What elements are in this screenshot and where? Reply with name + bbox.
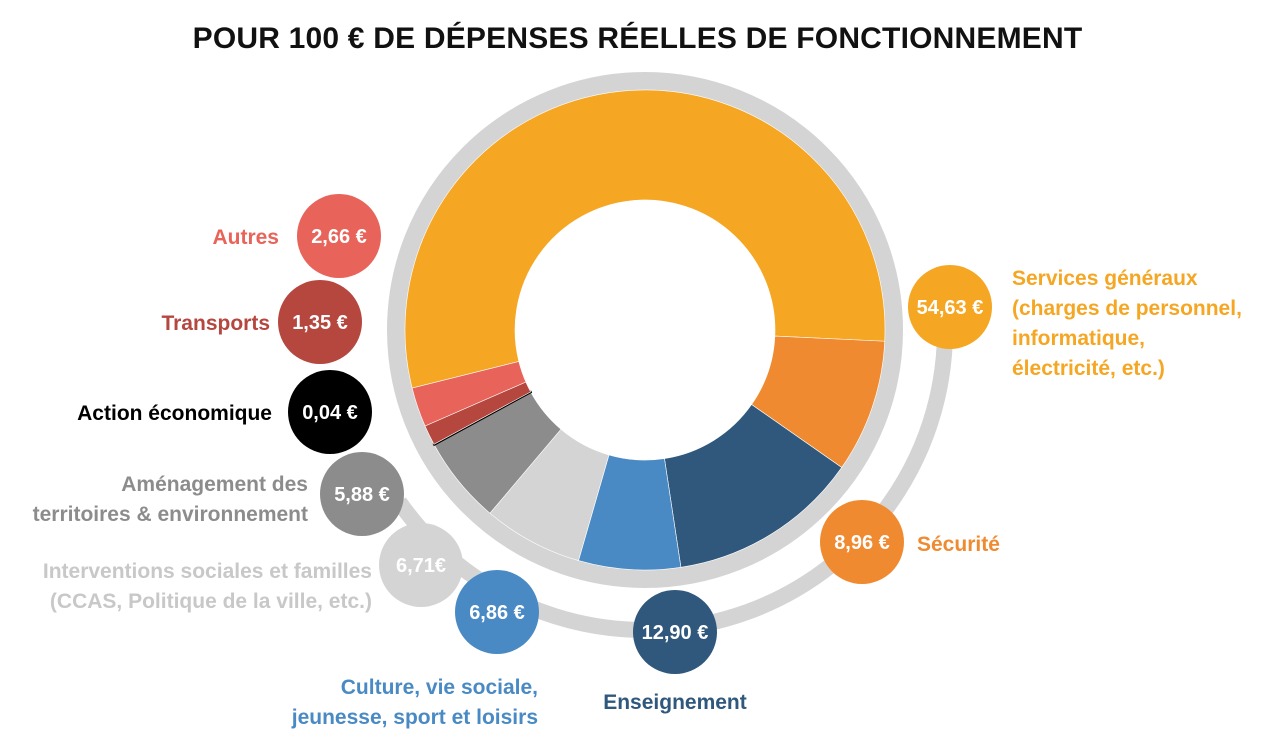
value-label-culture: 6,86 €: [469, 602, 525, 624]
badge-autres: [297, 194, 381, 278]
category-label-services-generaux: informatique,: [1012, 327, 1145, 350]
category-label-services-generaux: Services généraux: [1012, 267, 1198, 290]
category-label-services-generaux: électricité, etc.): [1012, 357, 1165, 380]
value-label-autres: 2,66 €: [311, 226, 367, 248]
value-label-transports: 1,35 €: [292, 312, 348, 334]
badge-action-economique: [288, 370, 372, 454]
category-label-transports: Transports: [161, 312, 270, 335]
value-label-amenagement: 5,88 €: [334, 484, 390, 506]
badge-culture: [455, 570, 539, 654]
chart-title: POUR 100 € DE DÉPENSES RÉELLES DE FONCTI…: [192, 22, 1083, 55]
slice-services-generaux: [404, 89, 886, 389]
badge-amenagement: [320, 452, 404, 536]
slice-autres: [411, 361, 527, 427]
badge-interventions-sociales: [379, 523, 463, 607]
category-label-autres: Autres: [212, 226, 279, 249]
category-label-enseignement: Enseignement: [603, 691, 747, 714]
category-label-culture: jeunesse, sport et loisirs: [291, 706, 538, 729]
badge-securite: [820, 500, 904, 584]
category-label-action-economique: Action économique: [77, 402, 272, 425]
category-label-amenagement: Aménagement des: [121, 473, 308, 496]
outer-ring: [387, 72, 903, 588]
value-label-securite: 8,96 €: [834, 532, 890, 554]
value-label-action-economique: 0,04 €: [302, 402, 358, 424]
category-label-interventions-sociales: Interventions sociales et familles: [43, 560, 372, 583]
category-label-culture: Culture, vie sociale,: [341, 676, 538, 699]
badge-services-generaux: [908, 265, 992, 349]
badge-transports: [278, 280, 362, 364]
badge-enseignement: [633, 590, 717, 674]
category-label-interventions-sociales: (CCAS, Politique de la ville, etc.): [50, 590, 372, 613]
category-label-securite: Sécurité: [917, 533, 1000, 556]
category-label-amenagement: territoires & environnement: [33, 503, 308, 526]
value-label-services-generaux: 54,63 €: [917, 297, 984, 319]
value-label-interventions-sociales: 6,71€: [396, 555, 446, 577]
value-label-enseignement: 12,90 €: [642, 622, 709, 644]
category-label-services-generaux: (charges de personnel,: [1012, 297, 1242, 320]
